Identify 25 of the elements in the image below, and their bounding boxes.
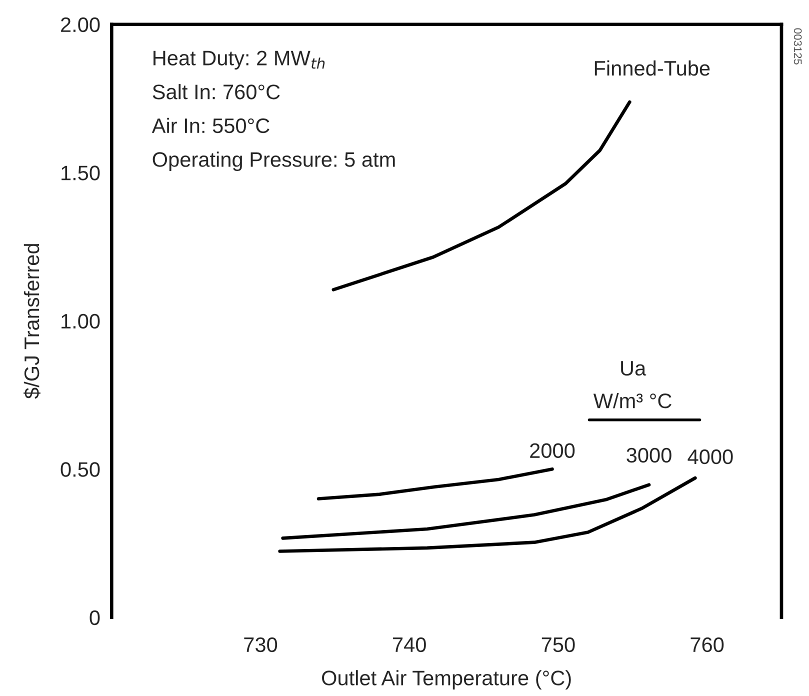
line-series <box>278 476 697 553</box>
series-label: 4000 <box>688 449 733 464</box>
x-axis-title: Outlet Air Temperature (°C) <box>322 670 571 690</box>
annotation: Ua <box>621 361 646 376</box>
annotation: Air In: 550°C <box>152 118 270 134</box>
x-tick-label: 750 <box>542 637 575 652</box>
annotation: Heat Duty: 2 MW$_{th}$ <box>154 50 325 70</box>
line-series <box>281 483 651 540</box>
y-tick-label: 1.00 <box>62 314 100 329</box>
series-label: 3000 <box>626 448 672 463</box>
y-axis-title: $/GJ Transferred <box>24 244 40 399</box>
x-tick-label: 760 <box>690 637 724 652</box>
annotation: Operating Pressure: 5 atm <box>152 152 395 172</box>
y-tick-label: 0 <box>90 610 100 626</box>
y-tick-label: 0.50 <box>60 462 100 477</box>
annotation: Salt In: 760°C <box>152 84 280 100</box>
series-label: Finned-Tube <box>594 60 710 76</box>
y-tick-label: 1.50 <box>62 166 100 180</box>
y-tick-label: 2.00 <box>61 17 100 32</box>
annotation: W/m³ °C <box>593 392 672 408</box>
series-label: 2000 <box>530 443 575 458</box>
x-tick-label: 730 <box>244 637 278 652</box>
line-series <box>316 467 554 500</box>
text: 003125 <box>794 28 802 64</box>
x-tick-label: 740 <box>393 637 426 652</box>
